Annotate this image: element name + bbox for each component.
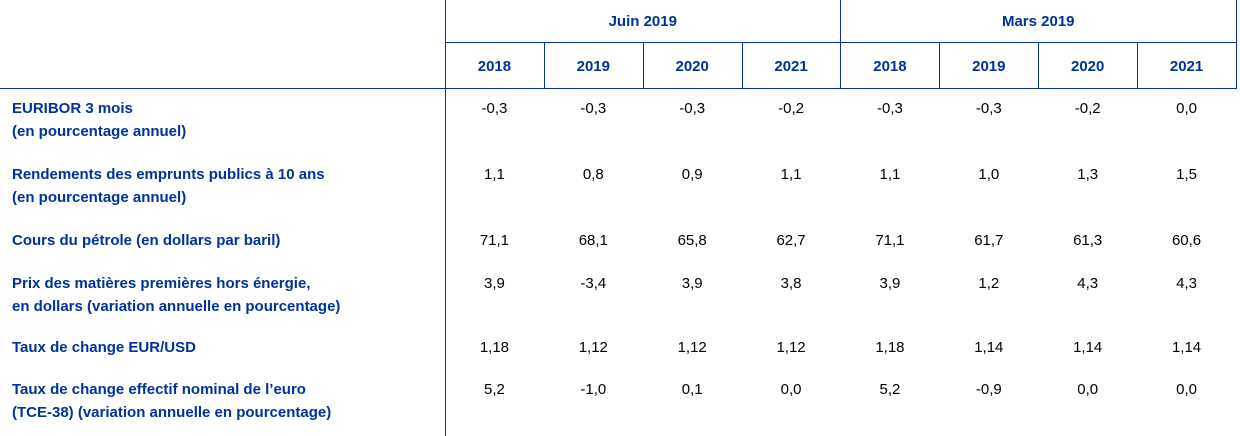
cell-value: 65,8	[677, 232, 707, 249]
cell-value: 60,6	[1171, 232, 1202, 249]
cell-value: 71,1	[479, 232, 510, 249]
year-header: 2021	[1169, 58, 1204, 75]
year-header: 2020	[1071, 58, 1105, 75]
rule	[1038, 42, 1040, 88]
cell-value: 61,7	[974, 232, 1004, 249]
row-label: Rendements des emprunts publics à 10 ans	[12, 166, 325, 183]
cell-value: 1,2	[978, 275, 1000, 292]
cell-value: 62,7	[776, 232, 806, 249]
cell-value: 5,2	[879, 381, 901, 398]
cell-value: 0,0	[1176, 100, 1197, 117]
rule	[642, 42, 644, 88]
cell-value: -0,9	[975, 381, 1002, 398]
cell-value: 4,3	[1176, 275, 1197, 292]
cell-value: 1,3	[1077, 166, 1099, 183]
cell-value: 3,9	[879, 275, 901, 292]
row-label: (en pourcentage annuel)	[12, 189, 187, 206]
rule	[543, 42, 545, 88]
cell-value: -0,3	[975, 100, 1002, 117]
cell-value: 1,1	[879, 166, 901, 183]
cell-value: -0,2	[778, 100, 804, 117]
rule	[939, 42, 941, 88]
cell-value: -0,2	[1074, 100, 1101, 117]
cell-value: 1,1	[484, 166, 505, 183]
cell-value: 0,9	[681, 166, 703, 183]
cell-value: 0,0	[1077, 381, 1099, 398]
rule	[741, 42, 743, 88]
group-header: Mars 2019	[1001, 13, 1075, 30]
cell-value: 0,0	[780, 381, 802, 398]
row-label: Cours du pétrole (en dollars par baril)	[12, 232, 281, 249]
rule	[445, 0, 446, 436]
rule	[1236, 0, 1237, 88]
row-label: Prix des matières premières hors énergie…	[12, 275, 311, 292]
cell-value: 68,1	[578, 232, 608, 249]
row-label: (en pourcentage annuel)	[12, 123, 187, 140]
cell-value: 1,18	[875, 339, 905, 356]
cell-value: 71,1	[875, 232, 905, 249]
cell-value: -0,3	[679, 100, 706, 117]
cell-value: 0,0	[1176, 381, 1197, 398]
cell-value: 0,8	[582, 166, 604, 183]
cell-value: 1,14	[974, 339, 1004, 356]
cell-value: 1,12	[578, 339, 608, 356]
cell-value: 1,1	[780, 166, 802, 183]
cell-value: -3,4	[580, 275, 607, 292]
cell-value: 1,14	[1171, 339, 1202, 356]
row-label: (TCE-38) (variation annuelle en pourcent…	[12, 404, 332, 421]
cell-value: 1,14	[1073, 339, 1103, 356]
rule	[0, 88, 1237, 89]
year-header: 2021	[774, 58, 808, 75]
cell-value: -0,3	[580, 100, 607, 117]
cell-value: 5,2	[484, 381, 505, 398]
cell-value: -0,3	[481, 100, 508, 117]
cell-value: 4,3	[1077, 275, 1099, 292]
rule	[445, 42, 1237, 43]
cell-value: -1,0	[580, 381, 607, 398]
cell-value: 1,18	[479, 339, 510, 356]
cell-value: 1,12	[776, 339, 806, 356]
cell-value: 3,9	[681, 275, 703, 292]
cell-value: 3,8	[780, 275, 802, 292]
cell-value: 1,0	[978, 166, 1000, 183]
row-label: EURIBOR 3 mois	[12, 100, 133, 117]
cell-value: -0,3	[877, 100, 903, 117]
row-label: Taux de change effectif nominal de l’eur…	[12, 381, 306, 398]
year-header: 2018	[873, 58, 907, 75]
cell-value: 1,12	[677, 339, 707, 356]
year-header: 2020	[675, 58, 709, 75]
group-header: Juin 2019	[608, 13, 677, 30]
year-header: 2019	[576, 58, 610, 75]
rule	[1137, 42, 1139, 88]
cell-value: 3,9	[484, 275, 505, 292]
row-label: Taux de change EUR/USD	[12, 339, 196, 356]
rule	[840, 0, 841, 88]
row-label: en dollars (variation annuelle en pource…	[12, 298, 341, 315]
cell-value: 0,1	[681, 381, 703, 398]
year-header: 2019	[972, 58, 1006, 75]
cell-value: 61,3	[1073, 232, 1103, 249]
cell-value: 1,5	[1176, 166, 1197, 183]
year-header: 2018	[477, 58, 512, 75]
